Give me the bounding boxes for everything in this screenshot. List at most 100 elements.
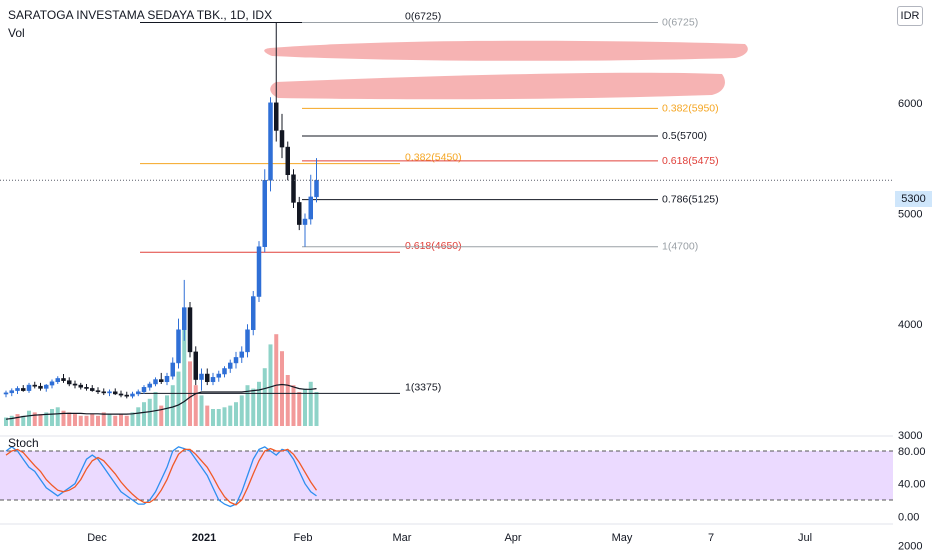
candle-body <box>113 391 118 395</box>
volume-bar <box>9 415 14 426</box>
candle-body <box>38 385 43 389</box>
fib-right-label: 0(6725) <box>662 17 698 29</box>
volume-bar <box>15 414 20 426</box>
volume-bar <box>291 385 296 426</box>
fib-left-label: 1(3375) <box>405 381 441 393</box>
volume-bar <box>124 415 129 426</box>
stoch-series-line-1 <box>5 446 317 508</box>
time-tick-label: Dec <box>87 532 107 544</box>
candle-body <box>101 391 106 394</box>
volume-bar <box>228 405 233 426</box>
candle-body <box>90 388 95 391</box>
candle-body <box>61 378 66 381</box>
volume-bar <box>314 392 319 426</box>
stoch-series-line-2 <box>5 447 318 506</box>
candle-body <box>216 373 221 378</box>
candle-body <box>268 102 273 181</box>
candle-body <box>55 378 60 383</box>
volume-bar <box>297 392 302 426</box>
volume-bar <box>142 402 146 426</box>
candle-body <box>187 307 193 353</box>
candle-body <box>84 387 89 389</box>
candle-body <box>245 329 250 353</box>
candle-body <box>26 384 32 391</box>
candle-body <box>210 377 216 383</box>
fib-right-label: 0.5(5700) <box>662 130 707 142</box>
volume-bar <box>61 410 66 426</box>
volume-bar <box>211 409 215 426</box>
fib-right-label: 0.786(5125) <box>662 194 719 206</box>
volume-bar <box>4 417 8 426</box>
candle-body <box>199 373 204 380</box>
candle-body <box>314 180 319 198</box>
fib-right-label: 1(4700) <box>662 241 698 253</box>
volume-bar <box>234 402 238 426</box>
volume-bar <box>251 388 256 426</box>
candle-body <box>159 379 164 383</box>
candle-body <box>176 329 181 364</box>
time-tick-label: Jul <box>798 532 812 544</box>
volume-bar <box>205 405 210 426</box>
highlight-marks <box>264 40 748 100</box>
candle-body <box>297 202 302 225</box>
stoch-panel <box>0 435 893 525</box>
volume-bar <box>176 371 181 426</box>
candle-body <box>302 218 308 225</box>
fib-right-label: 0.382(5950) <box>662 102 719 114</box>
candle-body <box>147 383 152 388</box>
volume-bar <box>308 381 313 426</box>
volume-bar <box>78 415 83 426</box>
volume-ma-line <box>5 383 317 420</box>
volume-bar <box>303 388 307 426</box>
volume-bar <box>199 395 204 426</box>
volume-bar <box>262 368 267 426</box>
price-tick-label: 2000 <box>898 541 922 550</box>
volume-bar <box>84 415 89 426</box>
candle-body <box>222 368 227 375</box>
volume-bar <box>216 409 221 426</box>
volume-bar <box>170 385 175 426</box>
price-axis: 2000300040005000600070008000 <box>898 98 922 550</box>
stoch-label[interactable]: Stoch <box>8 436 39 450</box>
volume-bar <box>101 412 106 426</box>
candle-body <box>141 387 147 392</box>
price-tick-label: 3000 <box>898 430 922 442</box>
candle-body <box>285 146 290 176</box>
volume-bar <box>257 381 261 426</box>
candle-body <box>118 393 124 396</box>
candle-body <box>78 384 83 388</box>
volume-bar <box>32 412 37 426</box>
time-tick-label: May <box>612 532 633 544</box>
candle-body <box>3 392 9 395</box>
volume-bar <box>96 415 100 426</box>
candle-body <box>239 351 244 358</box>
volume-bar <box>153 392 158 426</box>
candle-body <box>182 307 187 330</box>
stoch-tick-label: 40.00 <box>898 479 926 491</box>
time-axis: Dec 2021 Feb Mar Apr May 7 Jul <box>87 532 812 544</box>
time-tick-label: Feb <box>294 532 313 544</box>
candle-body <box>15 388 20 391</box>
candle-body <box>308 196 313 220</box>
stoch-tick-label: 80.00 <box>898 446 926 458</box>
volume-bar <box>136 407 141 426</box>
candle-body <box>279 130 285 148</box>
candle-body <box>251 296 256 330</box>
candle-body <box>262 180 267 247</box>
stoch-tick-label: 0.00 <box>898 511 919 523</box>
volume-bar <box>55 407 60 426</box>
candle-body <box>233 357 239 364</box>
highlight-mark <box>264 40 748 61</box>
volume-bars <box>4 320 319 426</box>
volume-bar <box>50 409 54 426</box>
currency-button[interactable]: IDR <box>897 6 923 26</box>
volume-bar <box>182 320 187 426</box>
candle-body <box>205 373 210 383</box>
volume-bar <box>73 414 77 426</box>
volume-bar <box>27 410 31 426</box>
candle-body <box>130 393 135 397</box>
price-tick-label: 4000 <box>898 319 922 331</box>
volume-bar <box>67 412 72 426</box>
candle-body <box>95 390 101 393</box>
